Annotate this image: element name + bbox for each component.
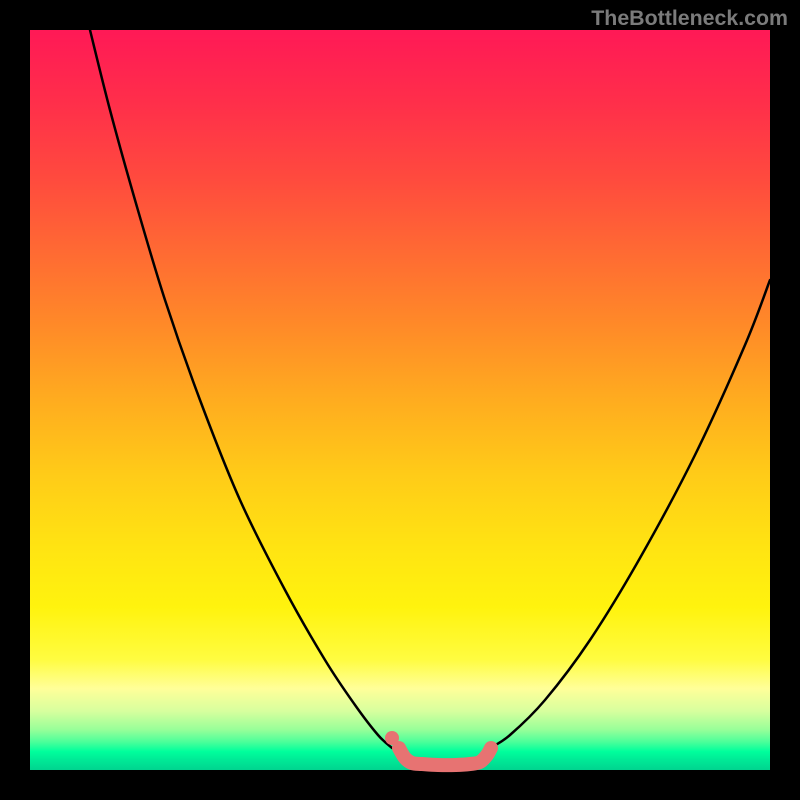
bottleneck-chart: [0, 0, 800, 800]
plot-background: [30, 30, 770, 770]
trough-dot: [385, 731, 399, 745]
chart-container: TheBottleneck.com: [0, 0, 800, 800]
watermark-text: TheBottleneck.com: [591, 6, 788, 31]
